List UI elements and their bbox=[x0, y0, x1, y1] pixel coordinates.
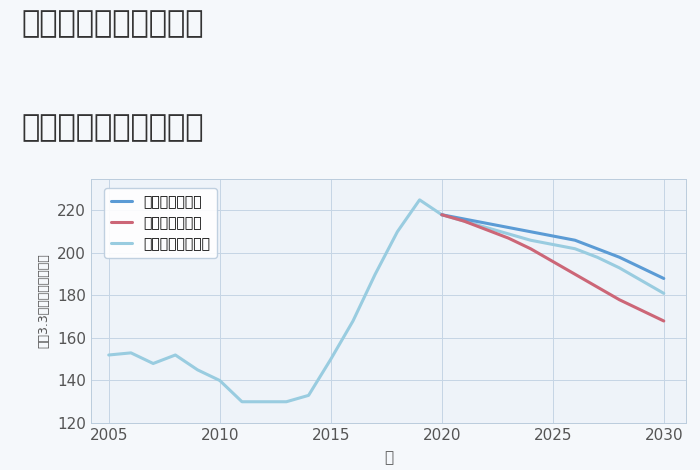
ノーマルシナリオ bbox=[570, 246, 579, 251]
グッドシナリオ bbox=[638, 265, 646, 271]
ノーマルシナリオ bbox=[460, 218, 468, 224]
ノーマルシナリオ bbox=[438, 212, 446, 218]
ノーマルシナリオ bbox=[504, 231, 512, 237]
バッドシナリオ bbox=[615, 297, 624, 303]
ノーマルシナリオ bbox=[615, 265, 624, 271]
X-axis label: 年: 年 bbox=[384, 450, 393, 465]
バッドシナリオ bbox=[482, 227, 491, 233]
バッドシナリオ bbox=[460, 218, 468, 224]
バッドシナリオ bbox=[593, 284, 601, 290]
Line: バッドシナリオ: バッドシナリオ bbox=[442, 215, 664, 321]
バッドシナリオ bbox=[570, 271, 579, 277]
グッドシナリオ bbox=[593, 246, 601, 251]
バッドシナリオ bbox=[438, 212, 446, 218]
グッドシナリオ bbox=[549, 233, 557, 239]
ノーマルシナリオ bbox=[659, 290, 668, 296]
グッドシナリオ bbox=[438, 212, 446, 218]
バッドシナリオ bbox=[504, 235, 512, 241]
グッドシナリオ bbox=[460, 216, 468, 222]
Line: グッドシナリオ: グッドシナリオ bbox=[442, 215, 664, 279]
Line: ノーマルシナリオ: ノーマルシナリオ bbox=[442, 215, 664, 293]
ノーマルシナリオ bbox=[482, 225, 491, 230]
グッドシナリオ bbox=[659, 276, 668, 282]
グッドシナリオ bbox=[482, 220, 491, 226]
バッドシナリオ bbox=[526, 246, 535, 251]
グッドシナリオ bbox=[526, 229, 535, 235]
ノーマルシナリオ bbox=[593, 254, 601, 260]
Text: 東京都板橋区稲荷台の: 東京都板橋区稲荷台の bbox=[21, 9, 204, 39]
ノーマルシナリオ bbox=[526, 237, 535, 243]
バッドシナリオ bbox=[638, 307, 646, 313]
Text: 中古戸建ての価格推移: 中古戸建ての価格推移 bbox=[21, 113, 204, 142]
バッドシナリオ bbox=[659, 318, 668, 324]
ノーマルシナリオ bbox=[638, 278, 646, 283]
バッドシナリオ bbox=[549, 258, 557, 264]
グッドシナリオ bbox=[570, 237, 579, 243]
グッドシナリオ bbox=[504, 225, 512, 230]
Y-axis label: 坪（3.3㎡）単価（万円）: 坪（3.3㎡）単価（万円） bbox=[37, 253, 50, 348]
Legend: グッドシナリオ, バッドシナリオ, ノーマルシナリオ: グッドシナリオ, バッドシナリオ, ノーマルシナリオ bbox=[104, 188, 217, 258]
グッドシナリオ bbox=[615, 254, 624, 260]
ノーマルシナリオ bbox=[549, 242, 557, 247]
